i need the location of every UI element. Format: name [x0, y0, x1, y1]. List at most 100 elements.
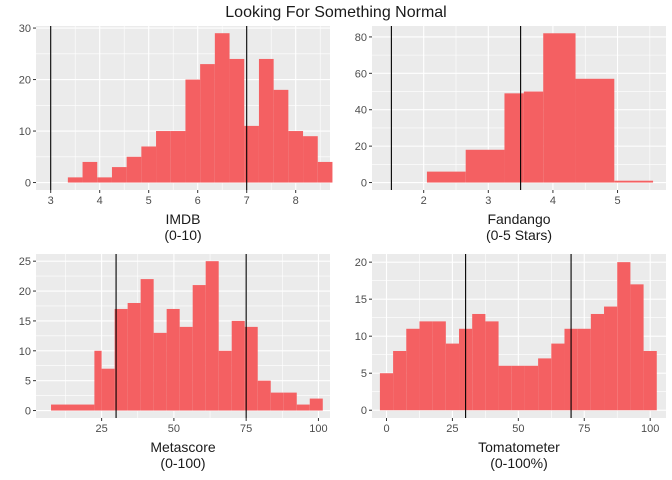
histogram-bar — [406, 328, 420, 411]
histogram-bar — [432, 321, 446, 411]
histogram-bar — [218, 350, 232, 411]
histogram-bar — [283, 392, 297, 411]
x-axis-title-line: Metascore — [150, 439, 216, 455]
histogram-bar — [551, 343, 565, 411]
histogram-bar — [303, 136, 318, 183]
histogram-bar — [504, 93, 524, 183]
histogram-bar — [140, 279, 154, 411]
histogram-bar — [419, 321, 433, 411]
histogram-bar — [604, 306, 618, 411]
histogram-bar — [614, 180, 654, 183]
y-tick-label: 5 — [25, 376, 31, 388]
histogram-bar — [317, 161, 333, 183]
panel-fandango: 2 3 4 5 0 20 40 60 80 Fandango(0-5 Stars) — [355, 26, 666, 243]
y-tick-label: 60 — [355, 68, 367, 80]
histogram-bar — [485, 321, 499, 411]
histogram-bar — [296, 404, 310, 411]
histogram-bar — [166, 308, 180, 411]
histogram-bar — [94, 350, 102, 411]
histogram-bar — [170, 131, 186, 183]
histogram-bar — [114, 308, 128, 411]
y-tick-label: 20 — [355, 257, 367, 269]
x-tick-label: 100 — [641, 423, 659, 435]
x-tick-label: 5 — [146, 195, 152, 207]
y-tick-label: 20 — [19, 75, 31, 87]
histogram-bar — [393, 350, 407, 411]
x-tick-label: 2 — [421, 195, 427, 207]
histogram-bar — [200, 64, 215, 183]
histogram-bar — [472, 313, 486, 411]
x-tick-label: 6 — [195, 195, 201, 207]
x-tick-label: 25 — [446, 423, 458, 435]
x-axis-title-line: (0-100%) — [490, 455, 548, 471]
y-tick-label: 10 — [19, 346, 31, 358]
histogram-bar — [288, 131, 304, 183]
histogram-bar — [67, 177, 83, 183]
histogram-bar — [101, 368, 115, 411]
x-axis-title-line: (0-100) — [160, 455, 205, 471]
main-title: Looking For Something Normal — [225, 4, 447, 21]
y-tick-label: 0 — [361, 405, 367, 417]
x-tick-label: 75 — [578, 423, 590, 435]
histogram-bar — [543, 33, 576, 183]
histogram-bar — [229, 58, 245, 183]
x-axis-title-line: (0-5 Stars) — [486, 227, 552, 243]
x-tick-label: 3 — [48, 195, 54, 207]
histogram-bar — [617, 262, 631, 411]
panel-tomatometer: 0 25 50 75 100 0 5 10 15 20 Tomatometer(0-100%) — [355, 254, 666, 471]
panel-metascore: 25 50 75 100 0 5 10 15 20 25 Metascore(0-100) — [19, 254, 330, 471]
x-tick-label: 25 — [95, 423, 107, 435]
y-tick-label: 5 — [361, 368, 367, 380]
y-tick-label: 30 — [19, 23, 31, 35]
x-tick-label: 4 — [97, 195, 103, 207]
histogram-bar — [205, 261, 219, 411]
histogram-bar — [156, 131, 171, 183]
y-tick-label: 0 — [361, 178, 367, 190]
x-axis-title-line: Tomatometer — [478, 439, 560, 455]
histogram-bar — [498, 365, 512, 411]
y-tick-label: 20 — [355, 141, 367, 153]
y-tick-label: 0 — [25, 406, 31, 418]
y-tick-label: 25 — [19, 256, 31, 268]
histogram-bar — [273, 89, 289, 183]
histogram-bar — [179, 326, 193, 411]
x-tick-label: 7 — [244, 195, 250, 207]
histogram-bar — [185, 79, 201, 183]
histogram-bar — [153, 332, 167, 411]
histogram-bar — [379, 373, 394, 411]
histogram-bar — [97, 177, 112, 183]
histogram-bar — [127, 302, 141, 411]
x-tick-label: 5 — [614, 195, 620, 207]
x-tick-label: 4 — [550, 195, 556, 207]
x-tick-label: 75 — [240, 423, 252, 435]
y-tick-label: 20 — [19, 286, 31, 298]
y-tick-label: 15 — [19, 316, 31, 328]
histogram-bar — [426, 171, 466, 183]
histogram-bar — [590, 313, 605, 411]
histogram-bar — [258, 58, 274, 183]
histogram-bar — [231, 320, 245, 411]
y-tick-label: 15 — [355, 294, 367, 306]
x-axis-title-line: (0-10) — [164, 227, 201, 243]
y-tick-label: 80 — [355, 32, 367, 44]
histogram-bar — [538, 358, 552, 411]
x-tick-label: 3 — [485, 195, 491, 207]
x-tick-label: 8 — [293, 195, 299, 207]
histogram-bar — [126, 156, 142, 183]
x-tick-label: 100 — [309, 423, 327, 435]
histogram-bar — [523, 91, 544, 183]
y-tick-label: 10 — [355, 331, 367, 343]
histogram-bar — [214, 33, 230, 183]
x-axis-title-line: Fandango — [487, 211, 550, 227]
histogram-bar — [82, 161, 98, 183]
histogram-bar — [257, 380, 271, 411]
histogram-bar — [111, 167, 127, 183]
histogram-bar — [630, 284, 644, 411]
y-tick-label: 10 — [19, 126, 31, 138]
histogram-bar — [51, 404, 95, 411]
x-tick-label: 50 — [168, 423, 180, 435]
histogram-bar — [141, 146, 157, 183]
histogram-bar — [577, 328, 591, 411]
histogram-bar — [270, 392, 284, 411]
